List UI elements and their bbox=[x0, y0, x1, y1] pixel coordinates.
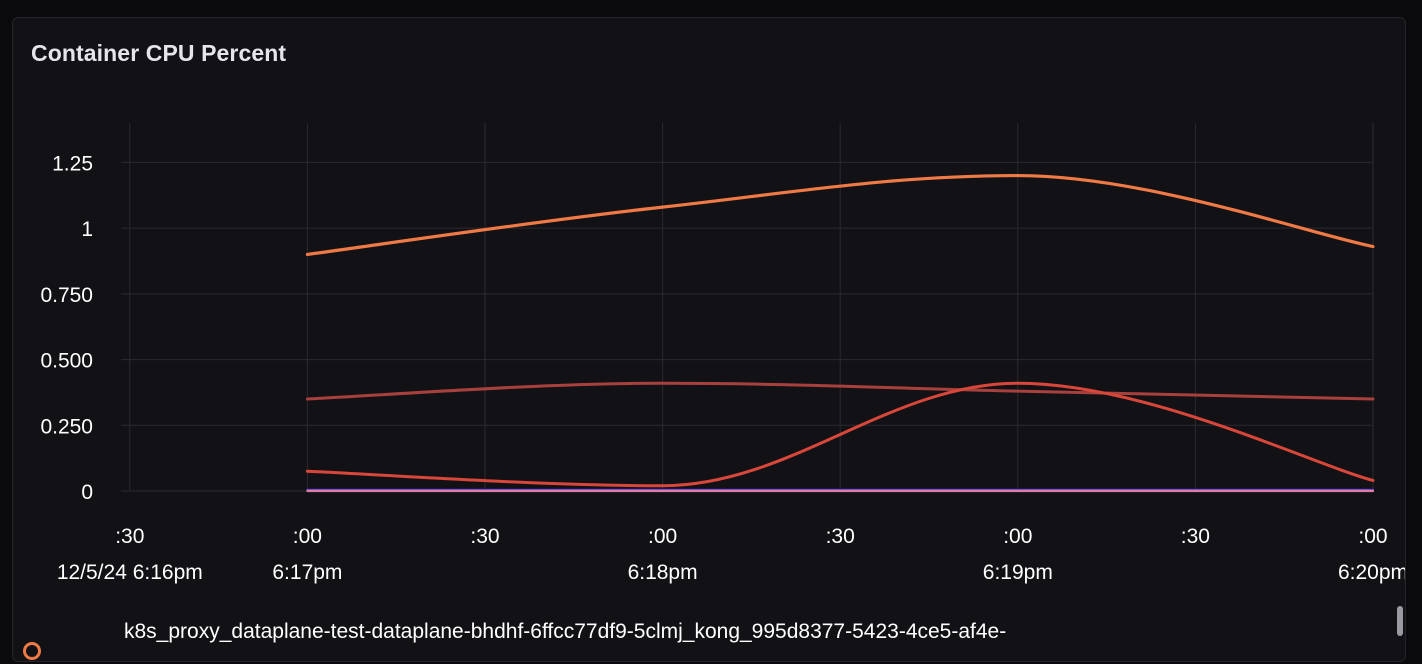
x-tick-label: :30 bbox=[826, 525, 855, 548]
legend-label: k8s_proxy_dataplane-test-dataplane-bhdhf… bbox=[124, 620, 1007, 643]
y-tick-label: 1.25 bbox=[52, 152, 93, 175]
x-tick-label: :30 bbox=[1181, 525, 1210, 548]
panel-title: Container CPU Percent bbox=[31, 40, 287, 66]
x-tick-label: :30 bbox=[115, 525, 144, 548]
x-tick-sublabel: 6:19pm bbox=[983, 561, 1053, 584]
x-tick-sublabel: 6:17pm bbox=[272, 561, 342, 584]
y-tick-label: 1 bbox=[81, 218, 93, 241]
y-tick-label: 0.250 bbox=[40, 415, 93, 438]
x-tick-sublabel: 6:20pm bbox=[1338, 561, 1406, 584]
x-tick-label: :00 bbox=[1358, 525, 1387, 548]
y-tick-label: 0 bbox=[81, 481, 93, 504]
x-tick-label: :00 bbox=[293, 525, 322, 548]
x-tick-sublabel: 6:18pm bbox=[628, 561, 698, 584]
y-tick-label: 0.750 bbox=[40, 284, 93, 307]
y-tick-label: 0.500 bbox=[40, 350, 93, 373]
series-line bbox=[305, 381, 1375, 488]
line-chart[interactable]: 0 0.250 0.500 0.750 1 1.25 :30 12/5/24 6:16pm :0… bbox=[13, 18, 1406, 616]
scrollbar[interactable] bbox=[1397, 606, 1403, 636]
x-tick-label: :00 bbox=[1003, 525, 1032, 548]
x-tick-sublabel: 12/5/24 6:16pm bbox=[57, 561, 203, 584]
series-line bbox=[305, 173, 1375, 257]
x-tick-label: :30 bbox=[470, 525, 499, 548]
circle-icon bbox=[23, 642, 41, 660]
series-line bbox=[305, 381, 1375, 401]
chart-panel: Container CPU Percent 0 0.250 0.500 0.750 1 1… bbox=[12, 17, 1406, 662]
x-tick-label: :00 bbox=[648, 525, 677, 548]
legend-row[interactable]: k8s_proxy_dataplane-test-dataplane-bhdhf… bbox=[13, 616, 1405, 661]
